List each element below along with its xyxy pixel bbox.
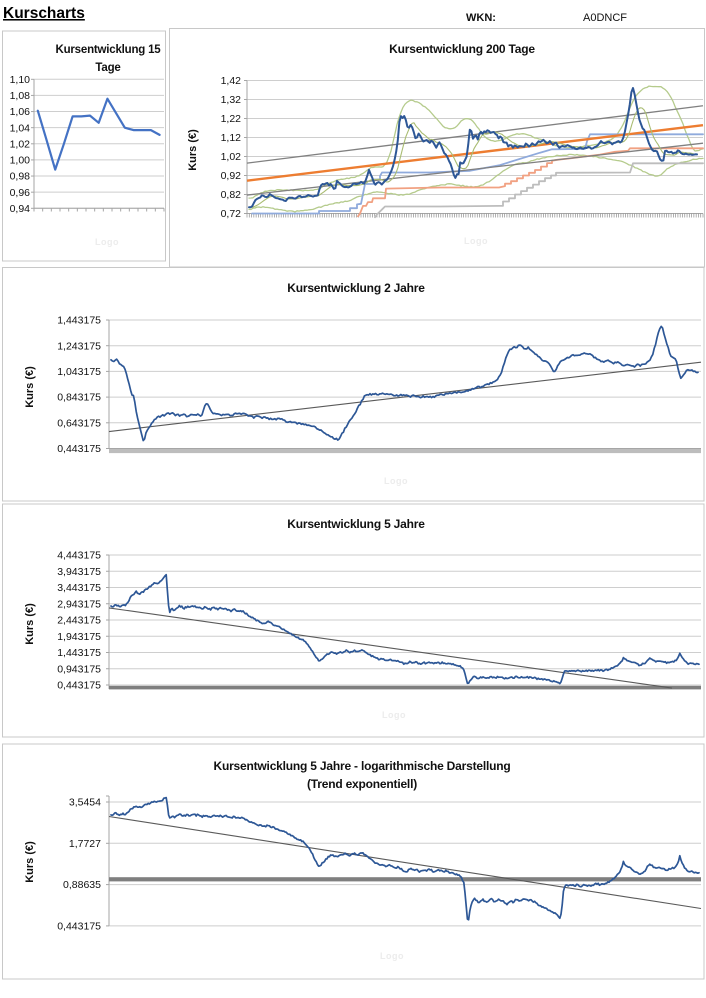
svg-text:0,843175: 0,843175 [57, 392, 101, 404]
svg-text:3,943175: 3,943175 [57, 566, 101, 578]
svg-text:1,10: 1,10 [10, 74, 31, 86]
svg-text:1,243175: 1,243175 [57, 340, 101, 352]
svg-text:Logo: Logo [382, 710, 406, 720]
svg-text:1,12: 1,12 [221, 132, 242, 144]
svg-text:1,443175: 1,443175 [57, 647, 101, 659]
svg-text:1,7727: 1,7727 [69, 838, 101, 850]
svg-text:3,443175: 3,443175 [57, 582, 101, 594]
svg-text:1,06: 1,06 [10, 106, 31, 118]
svg-text:1,043175: 1,043175 [57, 366, 101, 378]
svg-text:0,443175: 0,443175 [57, 921, 101, 933]
svg-text:0,96: 0,96 [10, 187, 31, 199]
svg-text:0,82: 0,82 [221, 189, 242, 201]
svg-text:1,00: 1,00 [10, 155, 31, 167]
svg-text:0,443175: 0,443175 [57, 680, 101, 692]
svg-text:Kursentwicklung 200 Tage: Kursentwicklung 200 Tage [389, 42, 535, 56]
svg-text:0,943175: 0,943175 [57, 663, 101, 675]
svg-text:1,943175: 1,943175 [57, 631, 101, 643]
svg-text:Kursentwicklung 5 Jahre: Kursentwicklung 5 Jahre [287, 517, 425, 531]
svg-text:0,88635: 0,88635 [63, 879, 101, 891]
svg-text:0,94: 0,94 [10, 203, 31, 215]
svg-text:1,08: 1,08 [10, 90, 31, 102]
svg-text:WKN:: WKN: [466, 12, 496, 24]
svg-text:0,92: 0,92 [221, 170, 242, 182]
svg-text:Kurscharts: Kurscharts [3, 5, 85, 22]
svg-text:Logo: Logo [384, 476, 408, 486]
svg-text:Kurs (€): Kurs (€) [24, 841, 36, 883]
svg-text:1,32: 1,32 [221, 94, 242, 106]
svg-text:1,22: 1,22 [221, 113, 242, 125]
svg-text:(Trend exponentiell): (Trend exponentiell) [307, 777, 417, 791]
svg-text:A0DNCF: A0DNCF [583, 12, 627, 24]
svg-text:4,443175: 4,443175 [57, 550, 101, 562]
svg-text:Logo: Logo [95, 237, 119, 247]
svg-text:Tage: Tage [95, 62, 120, 74]
svg-text:Logo: Logo [464, 236, 488, 246]
svg-text:0,72: 0,72 [221, 208, 242, 220]
svg-text:1,42: 1,42 [221, 75, 242, 87]
svg-text:Logo: Logo [380, 951, 404, 961]
svg-text:1,443175: 1,443175 [57, 315, 101, 327]
svg-text:3,5454: 3,5454 [69, 797, 101, 809]
svg-text:Kurs (€): Kurs (€) [24, 366, 36, 408]
svg-text:2,443175: 2,443175 [57, 615, 101, 627]
svg-text:1,02: 1,02 [10, 138, 31, 150]
svg-text:Kursentwicklung 2 Jahre: Kursentwicklung 2 Jahre [287, 281, 425, 295]
svg-text:1,02: 1,02 [221, 151, 242, 163]
svg-text:1,04: 1,04 [10, 122, 31, 134]
svg-text:0,643175: 0,643175 [57, 417, 101, 429]
svg-text:Kursentwicklung 15: Kursentwicklung 15 [55, 44, 161, 56]
svg-text:2,943175: 2,943175 [57, 598, 101, 610]
svg-text:Kursentwicklung 5 Jahre - loga: Kursentwicklung 5 Jahre - logarithmische… [213, 759, 510, 773]
svg-text:0,98: 0,98 [10, 171, 31, 183]
svg-text:0,443175: 0,443175 [57, 443, 101, 455]
svg-text:Kurs (€): Kurs (€) [187, 129, 199, 171]
svg-text:Kurs (€): Kurs (€) [24, 603, 36, 645]
